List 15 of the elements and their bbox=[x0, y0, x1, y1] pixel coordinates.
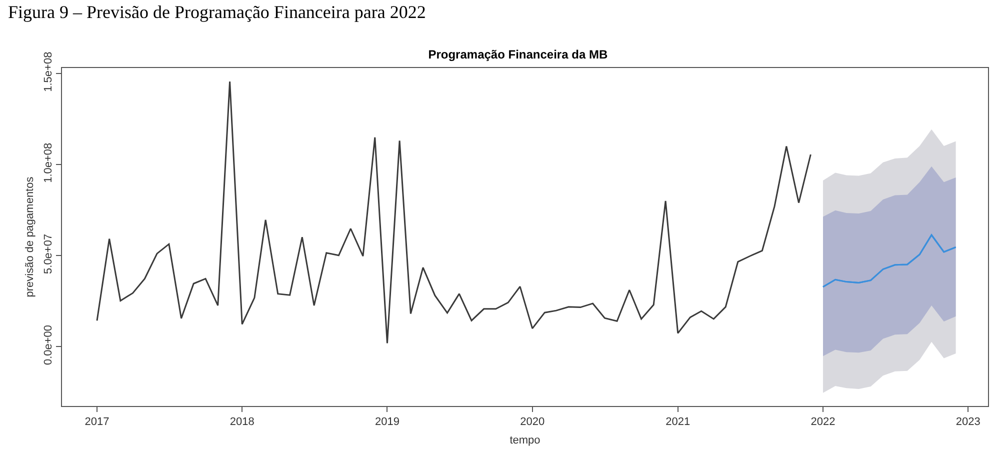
chart-title: Programação Financeira da MB bbox=[428, 47, 608, 62]
y-tick-label: 0.0e+00 bbox=[42, 324, 55, 366]
y-tick-label: 1.0e+08 bbox=[42, 142, 55, 183]
y-tick-label: 1.5e+08 bbox=[42, 52, 55, 92]
x-axis-title: tempo bbox=[510, 434, 540, 446]
x-tick-label: 2021 bbox=[666, 416, 690, 428]
x-tick-label: 2019 bbox=[374, 416, 400, 428]
y-axis-title: previsão de pagamentos bbox=[24, 176, 36, 298]
text: Figura 9 – Previsão de Programação Financeira para 2022 bbox=[8, 2, 426, 22]
x-tick-label: 2023 bbox=[956, 416, 980, 428]
x-tick-label: 2022 bbox=[810, 416, 836, 428]
x-tick-label: 2018 bbox=[230, 416, 254, 428]
x-tick-label: 2020 bbox=[520, 416, 545, 428]
x-tick-label: 2017 bbox=[84, 416, 110, 428]
y-tick-label: 5.0e+07 bbox=[42, 234, 55, 274]
